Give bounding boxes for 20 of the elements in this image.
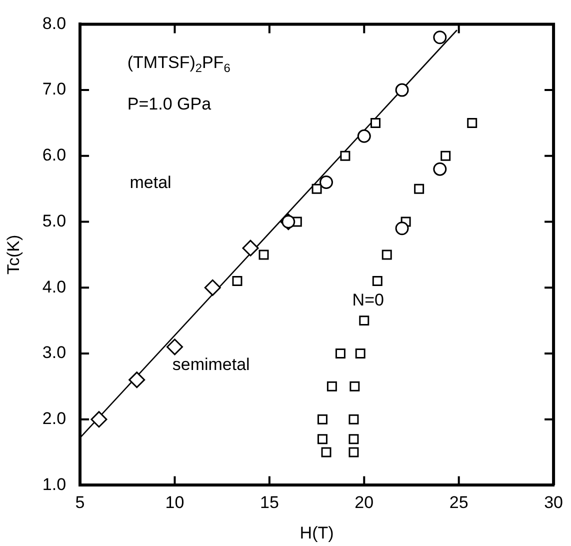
y-axis-title: Tc(K) — [4, 234, 23, 275]
annotation: N=0 — [352, 290, 384, 310]
y-tick-label: 3.0 — [42, 343, 66, 362]
y-tick-label: 2.0 — [42, 409, 66, 428]
y-tick-label: 8.0 — [42, 14, 66, 33]
annotation: semimetal — [172, 355, 250, 374]
x-tick-label: 25 — [449, 493, 468, 512]
x-tick-label: 30 — [544, 493, 564, 512]
y-tick-label: 1.0 — [42, 474, 66, 494]
x-axis-title: H(T) — [300, 523, 334, 542]
y-tick-label: 6.0 — [42, 146, 66, 165]
x-tick-label: 5 — [75, 493, 85, 512]
y-tick-label: 5.0 — [42, 211, 66, 230]
y-tick-label: 7.0 — [42, 80, 66, 99]
annotation: metal — [130, 172, 172, 192]
annotation: P=1.0 GPa — [127, 94, 212, 114]
x-tick-label: 10 — [165, 493, 184, 512]
y-tick-label: 4.0 — [42, 277, 66, 296]
x-tick-label: 15 — [260, 493, 279, 512]
x-tick-label: 20 — [354, 493, 374, 512]
